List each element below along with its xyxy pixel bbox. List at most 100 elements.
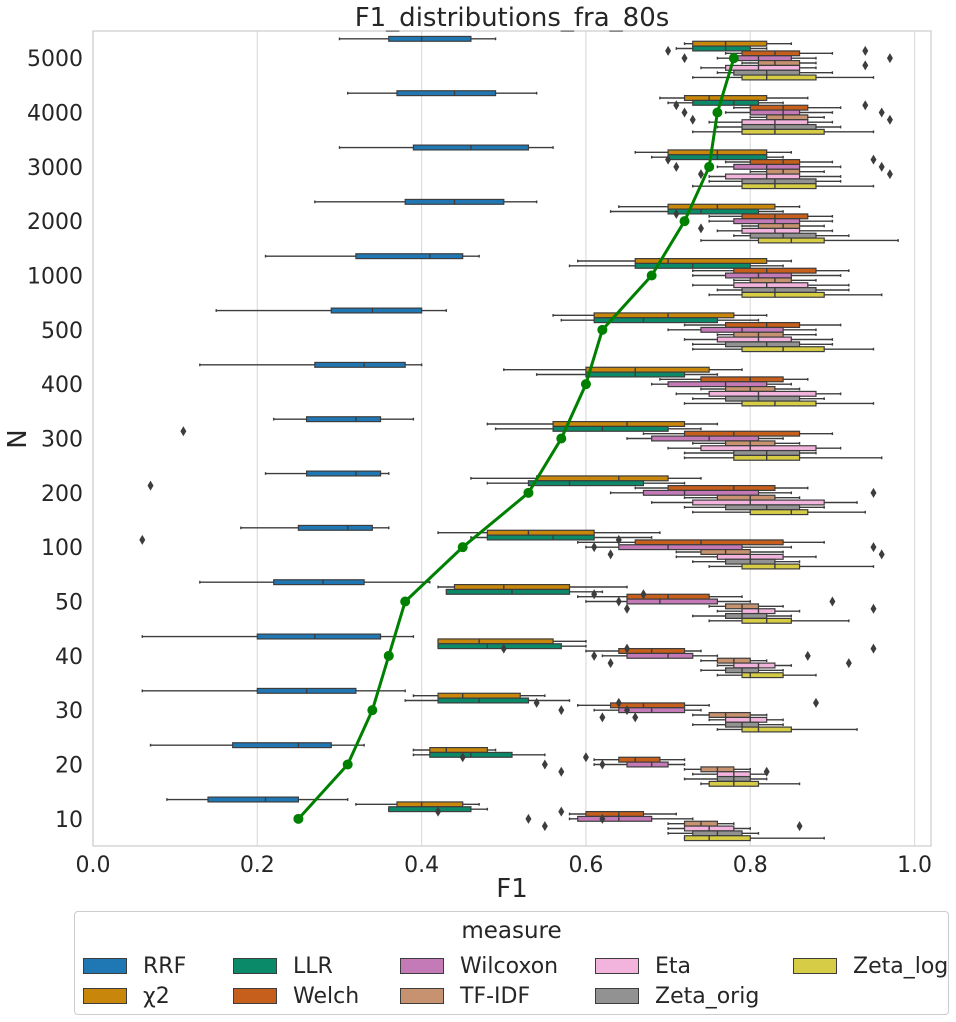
mean-point bbox=[580, 379, 591, 390]
box-TF-IDF-100 bbox=[675, 548, 784, 556]
mean-point bbox=[556, 433, 567, 444]
outlier-point bbox=[139, 534, 146, 545]
box-body bbox=[725, 612, 768, 620]
box-body bbox=[692, 99, 760, 106]
box-Wilcoxon-300 bbox=[626, 435, 784, 442]
box-RRF-200 bbox=[264, 470, 390, 477]
box-TF-IDF-40 bbox=[700, 657, 768, 664]
box-RRF-50 bbox=[199, 579, 431, 586]
outlier-point bbox=[632, 712, 639, 723]
box-body bbox=[683, 835, 751, 842]
box-LLR-4000 bbox=[667, 99, 784, 106]
outlier-point bbox=[541, 821, 548, 832]
box-body bbox=[486, 534, 595, 541]
outlier-point bbox=[591, 542, 598, 553]
outlier-point bbox=[870, 487, 877, 498]
outlier-point bbox=[862, 60, 869, 71]
legend-label: LLR bbox=[293, 953, 333, 979]
y-tick-label: 30 bbox=[55, 699, 83, 724]
outlier-point bbox=[615, 534, 622, 545]
box-body bbox=[741, 227, 801, 234]
box-Zeta_log-1000 bbox=[708, 291, 883, 298]
box-TF-IDF-30 bbox=[692, 711, 768, 719]
box-Wilcoxon-20 bbox=[593, 761, 686, 768]
box-body bbox=[700, 445, 817, 452]
mean-point bbox=[646, 270, 657, 281]
box-Wilcoxon-100 bbox=[585, 544, 793, 551]
legend-item: TF-IDF bbox=[400, 984, 530, 1009]
mean-point bbox=[523, 487, 534, 498]
box-χ2-40 bbox=[437, 638, 587, 645]
legend-swatch bbox=[400, 958, 444, 974]
legend-swatch bbox=[595, 988, 639, 1004]
box-Zeta_orig-4000 bbox=[716, 123, 842, 131]
box-χ2-10 bbox=[355, 801, 480, 808]
box-Zeta_orig-100 bbox=[692, 558, 801, 565]
outlier-point bbox=[697, 169, 704, 180]
box-Eta-10 bbox=[667, 825, 751, 832]
box-Wilcoxon-30 bbox=[593, 707, 702, 714]
box-Welch-40 bbox=[585, 647, 702, 655]
box-Wilcoxon-50 bbox=[585, 598, 751, 605]
box-RRF-300 bbox=[273, 416, 415, 423]
box-body bbox=[725, 395, 801, 402]
y-tick-label: 3000 bbox=[27, 156, 83, 181]
box-body bbox=[757, 59, 801, 67]
box-Wilcoxon-40 bbox=[601, 652, 719, 659]
box-body bbox=[741, 726, 792, 733]
outlier-point bbox=[435, 806, 442, 817]
box-Eta-200 bbox=[650, 499, 858, 506]
legend-swatch bbox=[793, 958, 837, 974]
outlier-point bbox=[615, 596, 622, 607]
box-body bbox=[593, 317, 718, 324]
box-χ2-3000 bbox=[634, 149, 793, 156]
box-body bbox=[667, 208, 760, 215]
outlier-point bbox=[665, 45, 672, 56]
y-tick-label: 5000 bbox=[27, 47, 83, 72]
box-Zeta_orig-5000 bbox=[716, 69, 834, 76]
mean-point bbox=[400, 596, 411, 607]
outlier-point bbox=[533, 697, 540, 708]
box-body bbox=[716, 336, 792, 343]
box-body bbox=[733, 662, 776, 669]
mean-point bbox=[728, 53, 739, 64]
outlier-point bbox=[599, 813, 606, 824]
legend: measure RRF χ2 LLR Welch Wilcoxon TF-IDF Eta Ze… bbox=[74, 911, 949, 1015]
legend-swatch bbox=[83, 988, 127, 1004]
box-Zeta_orig-40 bbox=[700, 667, 784, 674]
mean-point bbox=[597, 324, 608, 335]
plot-frame bbox=[92, 30, 932, 847]
box-Welch-2000 bbox=[708, 213, 834, 220]
box-TF-IDF-500 bbox=[716, 331, 817, 338]
box-Eta-40 bbox=[716, 662, 793, 669]
box-LLR-30 bbox=[404, 697, 571, 704]
box-body bbox=[388, 806, 472, 813]
plot-area bbox=[139, 35, 899, 842]
box-Zeta_orig-10 bbox=[667, 830, 760, 837]
legend-label: RRF bbox=[143, 953, 187, 979]
box-χ2-300 bbox=[486, 420, 719, 428]
box-body bbox=[314, 361, 406, 368]
outlier-point bbox=[599, 759, 606, 770]
box-χ2-20 bbox=[412, 746, 497, 754]
box-Zeta_log-300 bbox=[683, 454, 883, 461]
box-body bbox=[692, 499, 825, 506]
box-TF-IDF-50 bbox=[708, 603, 784, 610]
box-LLR-100 bbox=[470, 534, 653, 541]
box-body bbox=[692, 45, 751, 52]
box-Zeta_log-30 bbox=[716, 726, 858, 733]
box-LLR-400 bbox=[535, 371, 719, 378]
box-body bbox=[256, 633, 382, 640]
outlier-point bbox=[878, 107, 885, 118]
box-TF-IDF-2000 bbox=[741, 222, 825, 230]
box-body bbox=[577, 815, 653, 822]
box-body bbox=[725, 64, 801, 71]
box-body bbox=[634, 539, 784, 546]
box-Zeta_log-2000 bbox=[700, 237, 899, 244]
box-body bbox=[749, 277, 792, 284]
box-body bbox=[634, 257, 768, 265]
box-RRF-2000 bbox=[314, 198, 538, 205]
box-body bbox=[626, 761, 669, 768]
outlier-point bbox=[582, 752, 589, 763]
box-body bbox=[445, 588, 571, 595]
